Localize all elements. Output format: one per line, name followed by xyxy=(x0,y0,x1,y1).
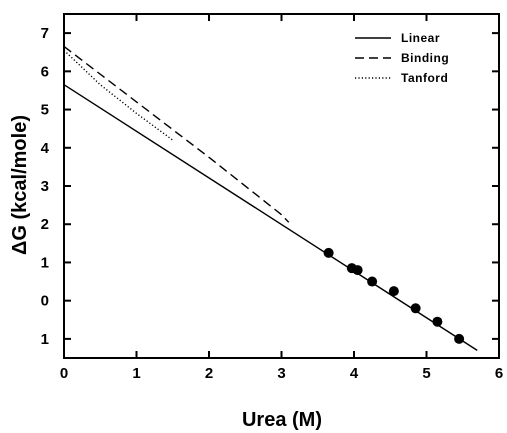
y-tick-label: 1 xyxy=(41,254,49,271)
legend-label-linear: Linear xyxy=(401,31,440,45)
legend-label-binding: Binding xyxy=(401,51,449,65)
y-tick-label: 6 xyxy=(41,63,49,80)
series-line-binding xyxy=(63,45,290,223)
x-tick-label: 0 xyxy=(60,365,68,382)
y-tick-label: 5 xyxy=(41,102,49,119)
y-tick-label: 0 xyxy=(41,293,49,310)
y-tick-label: 1 xyxy=(41,331,49,348)
x-tick-label: 3 xyxy=(277,365,285,382)
y-tick-label: 3 xyxy=(41,178,49,195)
data-point xyxy=(454,333,465,344)
series-line-tanford xyxy=(63,49,174,141)
data-point xyxy=(367,276,378,287)
x-tick-label: 1 xyxy=(132,365,140,382)
data-point xyxy=(410,303,421,314)
y-axis-title: ΔG (kcal/mole) xyxy=(9,115,31,255)
x-tick-label: 5 xyxy=(422,365,430,382)
data-point xyxy=(432,316,443,327)
x-axis-title: Urea (M) xyxy=(242,409,322,431)
x-tick-label: 6 xyxy=(495,365,503,382)
y-tick-label: 7 xyxy=(41,25,49,42)
series-line-linear xyxy=(63,84,478,351)
data-point xyxy=(388,286,399,297)
y-tick-label: 2 xyxy=(41,216,49,233)
data-point xyxy=(352,265,363,276)
data-point xyxy=(323,247,334,258)
x-tick-label: 2 xyxy=(205,365,213,382)
x-tick-label: 4 xyxy=(350,365,359,382)
legend-label-tanford: Tanford xyxy=(401,71,448,85)
y-tick-label: 4 xyxy=(41,140,50,157)
plot-frame xyxy=(63,13,500,359)
